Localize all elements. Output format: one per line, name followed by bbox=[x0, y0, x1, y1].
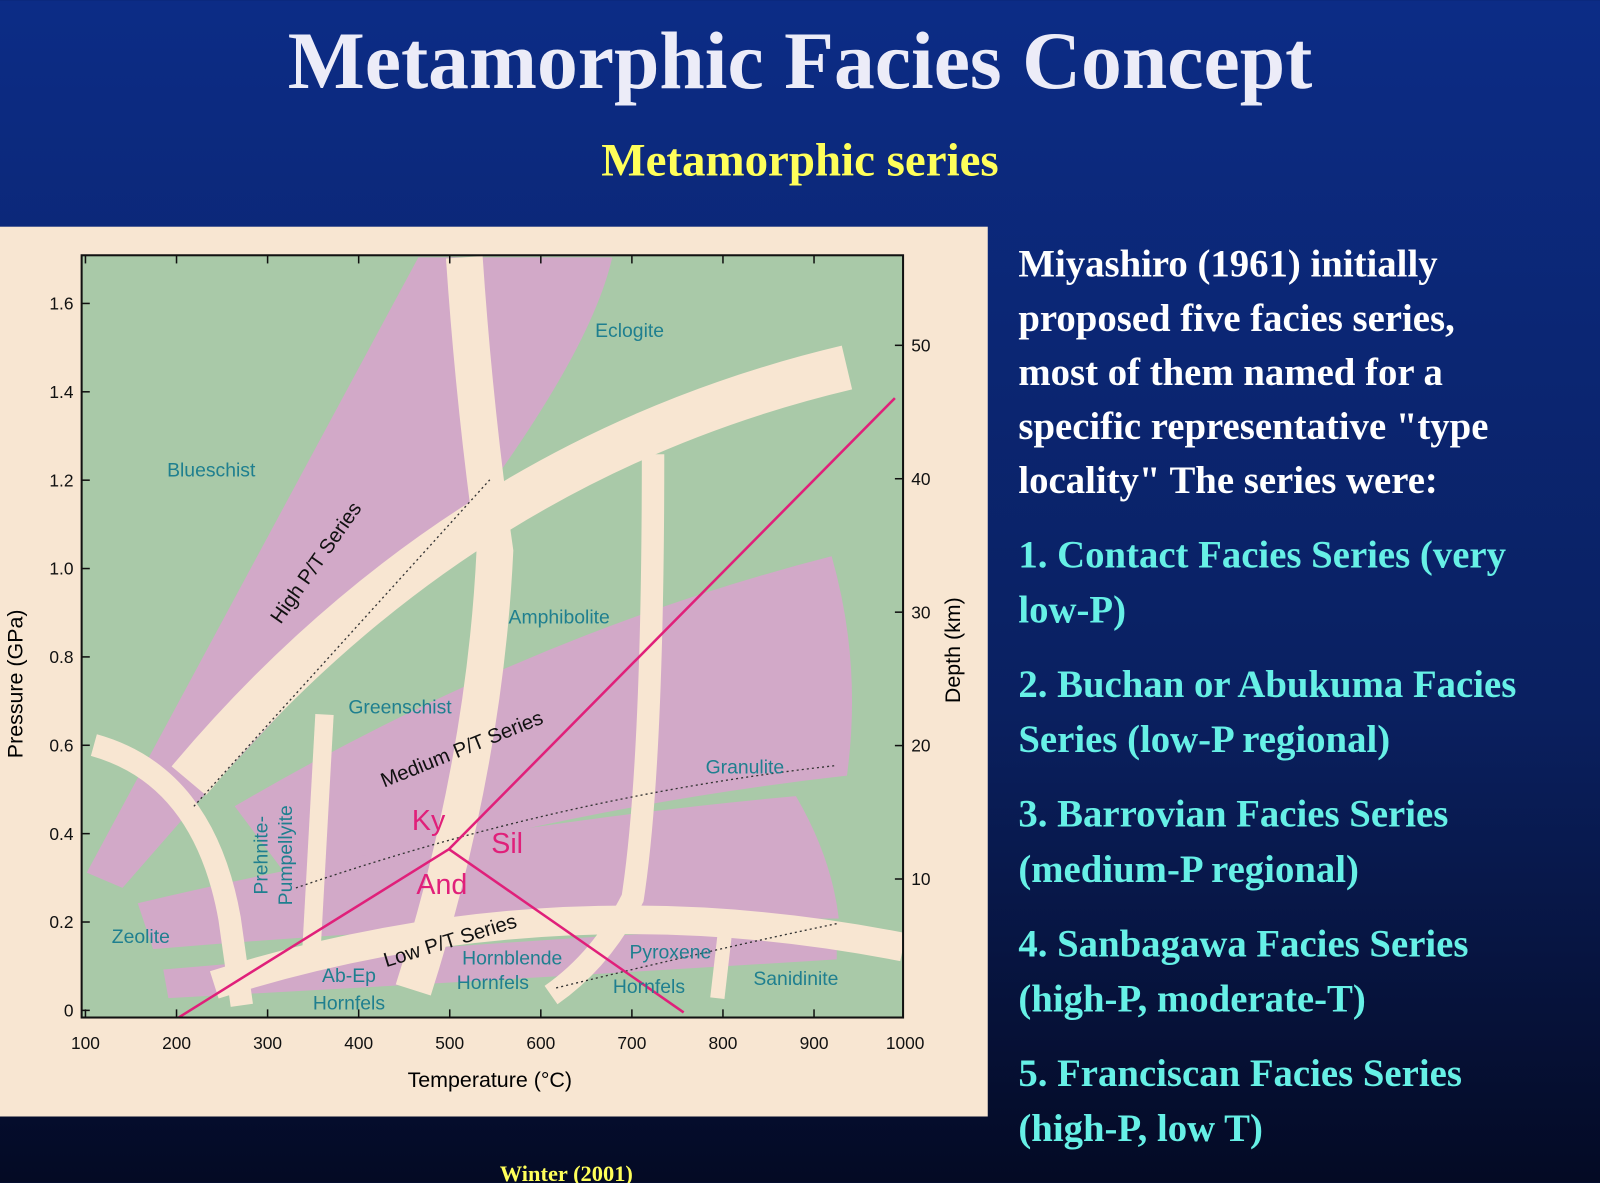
dotted-line bbox=[295, 764, 837, 889]
x-tick-label: 200 bbox=[162, 1033, 191, 1053]
y-tick-label: 1.2 bbox=[49, 470, 73, 490]
series-item-line: (high-P, low T) bbox=[1018, 1107, 1262, 1150]
facies-label: Hornblende bbox=[462, 947, 562, 969]
x-tick-label: 700 bbox=[617, 1033, 646, 1053]
intro-line: locality" The series were: bbox=[1018, 459, 1437, 502]
dotted-line bbox=[555, 922, 837, 989]
band bbox=[302, 713, 334, 955]
band bbox=[90, 734, 253, 1007]
y2-tick-label: 50 bbox=[911, 335, 930, 355]
region bbox=[234, 556, 853, 888]
facies-label: Amphibolite bbox=[509, 607, 610, 629]
y-tick-label: 1.0 bbox=[49, 559, 73, 579]
text-panel: Miyashiro (1961) initially proposed five … bbox=[1018, 243, 1516, 1150]
y2-axis-label: Depth (km) bbox=[941, 597, 965, 703]
y2-tick-label: 20 bbox=[911, 736, 930, 756]
y2-tick-label: 10 bbox=[911, 869, 930, 889]
facies-label: Hornfels bbox=[457, 972, 529, 994]
mineral-label: And bbox=[416, 869, 467, 901]
series-item-line: 1. Contact Facies Series (very bbox=[1018, 534, 1506, 577]
facies-label: Granulite bbox=[706, 757, 785, 779]
y-tick-label: 0.2 bbox=[49, 912, 73, 932]
facies-label: Ab-Ep bbox=[322, 965, 376, 987]
intro-line: specific representative "type bbox=[1018, 405, 1488, 448]
diagram: 100 200 300 400 500 600 700 800 900 1000 0 0.2 0.4 0.… bbox=[0, 226, 988, 1117]
dotted-line bbox=[193, 479, 491, 807]
facies-label: Greenschist bbox=[348, 696, 452, 718]
facies-label: Prehnite- bbox=[250, 816, 272, 895]
title: Metamorphic Facies Concept bbox=[288, 15, 1313, 106]
x-tick-label: 900 bbox=[800, 1033, 829, 1053]
dotted-lines bbox=[193, 479, 837, 989]
y-tick-label: 0.8 bbox=[49, 647, 73, 667]
facies-label: Sanidinite bbox=[753, 968, 838, 990]
intro-line: Miyashiro (1961) initially bbox=[1018, 243, 1437, 286]
series-item-line: 5. Franciscan Facies Series bbox=[1018, 1052, 1462, 1095]
x-tick-label: 500 bbox=[435, 1033, 464, 1053]
facies-label: Hornfels bbox=[313, 992, 385, 1014]
facies-label: Hornfels bbox=[613, 976, 685, 998]
y-tick-label: 0.4 bbox=[49, 824, 73, 844]
series-item-line: 2. Buchan or Abukuma Facies bbox=[1018, 663, 1516, 706]
series-item-line: 3. Barrovian Facies Series bbox=[1018, 793, 1448, 836]
plot-frame bbox=[80, 254, 905, 1019]
facies-label: Eclogite bbox=[595, 320, 664, 342]
y2-tick-label: 30 bbox=[911, 602, 930, 622]
y-tick-label: 0.6 bbox=[49, 735, 73, 755]
series-item-line: Series (low-P regional) bbox=[1018, 718, 1390, 761]
mineral-label: Sil bbox=[491, 828, 523, 860]
y-tick-label: 1.4 bbox=[49, 382, 73, 402]
x-tick-label: 400 bbox=[344, 1033, 373, 1053]
intro-line: most of them named for a bbox=[1018, 351, 1443, 394]
x-tick-label: 600 bbox=[526, 1033, 555, 1053]
band bbox=[710, 917, 734, 999]
series-item-line: (high-P, moderate-T) bbox=[1018, 977, 1365, 1020]
x-axis-label: Temperature (°C) bbox=[408, 1068, 572, 1092]
facies-label: Zeolite bbox=[112, 926, 170, 948]
region bbox=[163, 923, 837, 999]
x-tick-label: 100 bbox=[71, 1033, 100, 1053]
band bbox=[544, 454, 665, 1005]
x-tick-label: 800 bbox=[708, 1033, 737, 1053]
series-item-line: low-P) bbox=[1018, 589, 1126, 632]
facies-label: Pyroxene bbox=[629, 941, 711, 963]
facies-label: Blueschist bbox=[167, 460, 256, 482]
phase-line bbox=[448, 848, 685, 1014]
series-item-line: 4. Sanbagawa Facies Series bbox=[1018, 922, 1468, 965]
x-tick-label: 300 bbox=[253, 1033, 282, 1053]
series-item-line: (medium-P regional) bbox=[1018, 848, 1359, 891]
y-tick-label: 0 bbox=[64, 1001, 74, 1021]
y2-tick-label: 40 bbox=[911, 469, 930, 489]
credit: Winter (2001) bbox=[500, 1161, 633, 1183]
y-tick-label: 1.6 bbox=[49, 294, 73, 314]
x-tick-label: 1000 bbox=[886, 1033, 925, 1053]
y-axis-label: Pressure (GPa) bbox=[3, 609, 27, 758]
facies-label: Pumpellyite bbox=[275, 805, 297, 905]
band bbox=[395, 256, 514, 996]
subtitle: Metamorphic series bbox=[601, 135, 998, 187]
intro-line: proposed five facies series, bbox=[1018, 297, 1454, 340]
aluminosilicate-lines bbox=[177, 397, 896, 1019]
mineral-label: Ky bbox=[412, 805, 446, 837]
